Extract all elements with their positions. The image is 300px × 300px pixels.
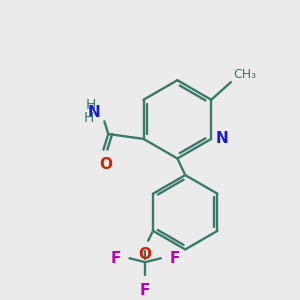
Text: O: O xyxy=(99,157,112,172)
Text: N: N xyxy=(215,131,228,146)
Text: CH₃: CH₃ xyxy=(233,68,256,81)
Text: H: H xyxy=(85,98,96,112)
Text: N: N xyxy=(88,105,100,120)
Text: F: F xyxy=(140,283,150,298)
Text: O: O xyxy=(139,247,152,262)
Text: F: F xyxy=(110,251,121,266)
Text: F: F xyxy=(170,251,180,266)
Text: H: H xyxy=(83,111,94,125)
